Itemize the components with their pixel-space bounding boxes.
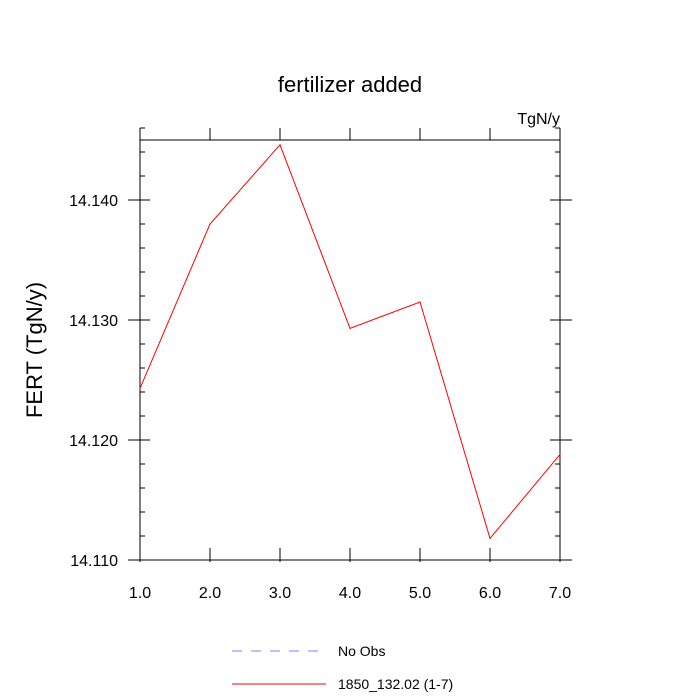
chart-title: fertilizer added [278,72,422,97]
legend-label: 1850_132.02 (1-7) [338,676,453,692]
x-tick-label: 5.0 [409,585,431,602]
legend: No Obs 1850_132.02 (1-7) [232,643,453,692]
x-tick-label: 1.0 [129,585,151,602]
series-layer [139,143,561,540]
y-tick-label: 14.130 [69,313,118,330]
data-point [419,301,421,303]
y-tick-label: 14.140 [69,193,118,210]
data-point [279,144,281,146]
legend-label: No Obs [338,643,385,659]
x-tick-label: 7.0 [549,585,571,602]
plot-frame [139,139,561,561]
x-tick-label: 4.0 [339,585,361,602]
units-label: TgN/y [517,111,560,128]
data-point [349,327,351,329]
data-point [139,387,141,389]
axes: 1.0 2.0 3.0 4.0 5.0 6.0 7.0 14.110 14.120 14.130 1… [69,127,572,602]
series-line [139,143,561,540]
data-point [559,453,561,455]
x-tick-label: 6.0 [479,585,501,602]
y-tick-label: 14.120 [69,433,118,450]
x-tick-label: 3.0 [269,585,291,602]
x-tick-label: 2.0 [199,585,221,602]
y-axis-label: FERT (TgN/y) [22,282,47,418]
y-tick-label: 14.110 [70,553,118,570]
data-point [489,537,491,540]
data-point [209,223,211,225]
